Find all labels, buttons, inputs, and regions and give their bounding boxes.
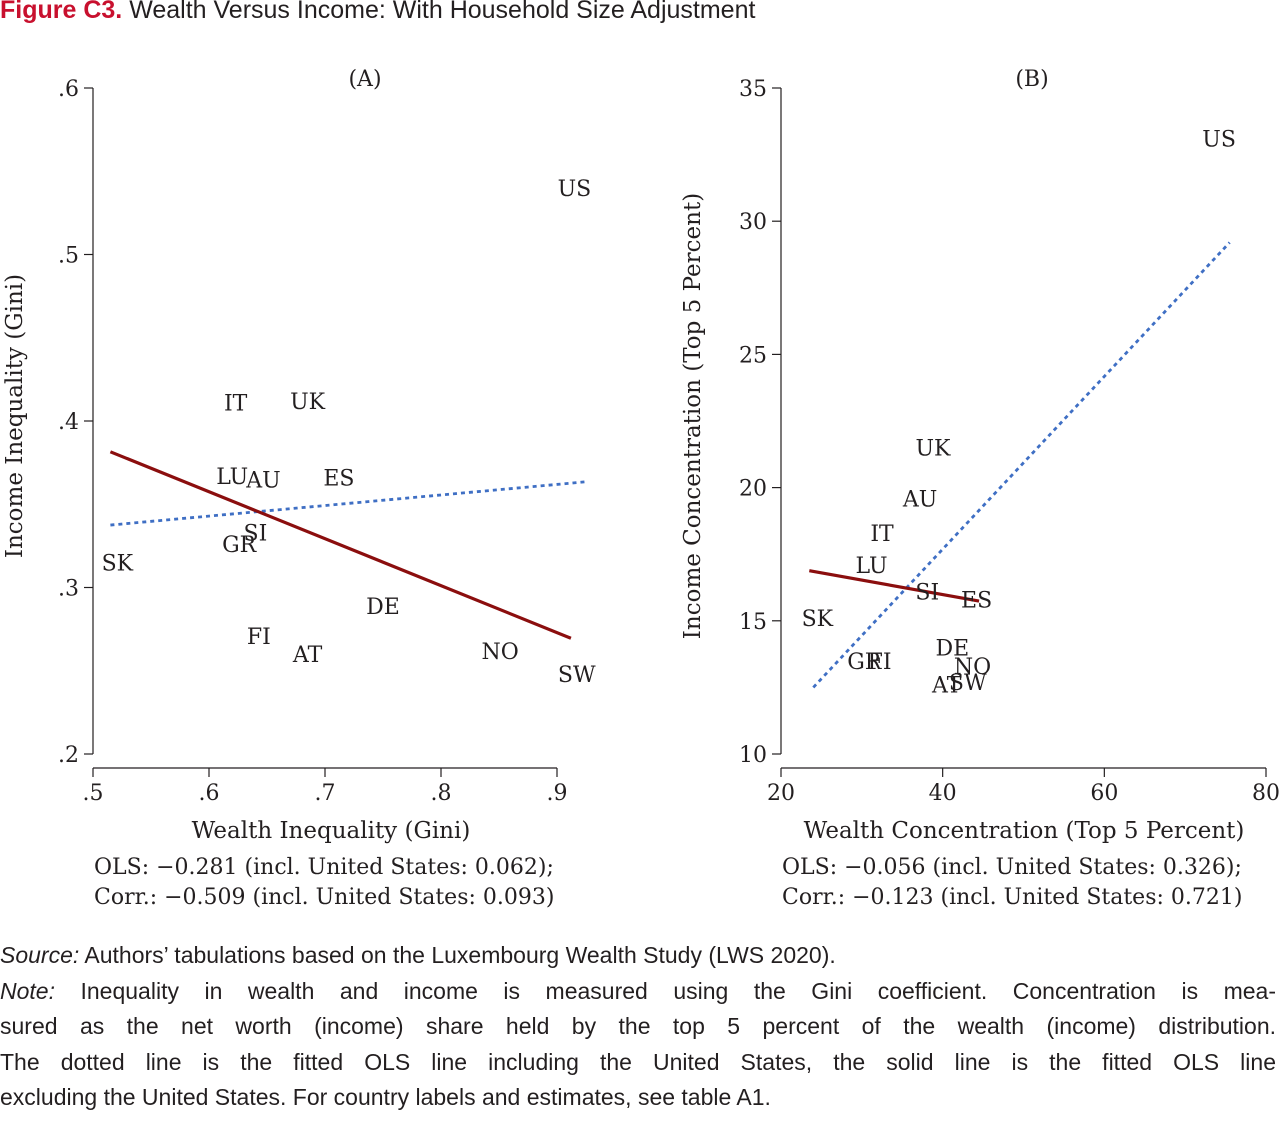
note-label: Note: (0, 977, 55, 1004)
note-line-4: excluding the United States. For country… (0, 1084, 771, 1110)
panel-a-point-sk: SK (102, 552, 134, 577)
panel-b-x-axis-title: Wealth Concentration (Top 5 Percent) (804, 818, 1245, 844)
panel-a-point-fi: FI (247, 625, 271, 650)
panel-b-y-tick-label: 30 (739, 210, 767, 235)
panel-a-x-tick-label: .8 (431, 781, 452, 806)
panel-b-x-tick-label: 60 (1090, 781, 1118, 806)
panel-b-point-uk: UK (915, 437, 951, 462)
panel-a-x-tick-label: .9 (547, 781, 568, 806)
panel-b-point-de: DE (936, 636, 970, 661)
panel-a-y-tick-label: .4 (58, 410, 79, 435)
panel-b-point-fi: FI (868, 650, 892, 675)
panel-b-y-tick-label: 25 (739, 343, 767, 368)
figure-title-text: Wealth Versus Income: With Household Siz… (129, 0, 756, 24)
panel-a-y-tick-label: .6 (58, 77, 79, 102)
panel-a-point-lu: LU (216, 465, 248, 490)
panel-b-point-us: US (1202, 128, 1236, 153)
panel-b-y-tick-label: 35 (739, 77, 767, 102)
figure-title: Figure C3. Wealth Versus Income: With Ho… (0, 0, 755, 25)
panel-a-x-axis-title: Wealth Inequality (Gini) (192, 818, 471, 844)
panel-a-point-au: AU (245, 468, 280, 493)
panel-b-point-no: NO (954, 655, 991, 680)
panel-b-ols-line-incl-us (812, 241, 1231, 689)
panel-a-x-tick-label: .7 (315, 781, 336, 806)
panel-b-x-tick-label: 40 (929, 781, 957, 806)
panel-b-y-axis-title: Income Concentration (Top 5 Percent) (680, 193, 706, 639)
panel-b-point-gr: GR (847, 650, 883, 675)
panel-a-x-tick-label: .5 (83, 781, 104, 806)
panel-a-point-gr: GR (222, 533, 258, 558)
panel-a-point-no: NO (482, 640, 519, 665)
note-line-3: The dotted line is the fitted OLS line i… (0, 1048, 1276, 1075)
panel-b-point-au: AU (902, 487, 937, 512)
panel-a-point-de: DE (366, 595, 400, 620)
panel-b-point-lu: LU (856, 554, 888, 579)
panel-a-point-si: SI (244, 522, 268, 547)
panel-a-point-it: IT (224, 392, 248, 417)
panel-a-y-tick-label: .2 (58, 743, 79, 768)
panel-b-point-si: SI (915, 580, 939, 605)
panel-b-stats-line-2: Corr.: −0.123 (incl. United States: 0.72… (782, 885, 1242, 910)
panel-a-ols-line-excl-us (109, 450, 572, 640)
panel-a-y-tick-label: .5 (58, 244, 79, 269)
panel-a-point-sw: SW (558, 663, 596, 688)
note-line-1: Note: Inequality in wealth and income is… (0, 974, 1276, 1010)
panel-b-point-at: AT (931, 674, 962, 699)
panel-b-point-sk: SK (802, 607, 834, 632)
panel-a-stats-line-2: Corr.: −0.509 (incl. United States: 0.09… (94, 885, 554, 910)
panel-b-point-sw: SW (949, 671, 987, 696)
source-line: Source: Authors’ tabulations based on th… (0, 938, 1276, 974)
figure-notes: Source: Authors’ tabulations based on th… (0, 938, 1276, 1116)
panel-b-x-tick-label: 20 (767, 781, 795, 806)
panel-b-point-it: IT (870, 522, 894, 547)
panel-b-y-tick-label: 10 (739, 743, 767, 768)
panel-a-point-uk: UK (290, 390, 326, 415)
panel-a-point-us: US (558, 177, 592, 202)
source-label: Source: (0, 942, 80, 968)
panel-b-point-es: ES (961, 588, 992, 613)
panel-a-stats-line-1: OLS: −0.281 (incl. United States: 0.062)… (94, 855, 554, 880)
source-text: Authors’ tabulations based on the Luxemb… (79, 942, 836, 968)
figure-label: Figure C3. (0, 0, 123, 24)
panel-b-y-tick-label: 20 (739, 477, 767, 502)
panel-b-stats-line-1: OLS: −0.056 (incl. United States: 0.326)… (782, 855, 1242, 880)
panel-b-y-tick-label: 15 (739, 610, 767, 635)
note-line-2: sured as the net worth (income) share he… (0, 1013, 1276, 1039)
panel-b-ols-line-excl-us (809, 569, 980, 603)
panel-b-x-tick-label: 80 (1252, 781, 1280, 806)
panel-a-y-axis-title: Income Inequality (Gini) (2, 274, 28, 558)
panel-a-x-tick-label: .6 (199, 781, 220, 806)
panel-a-point-es: ES (323, 467, 354, 492)
panel-b-title: (B) (1015, 67, 1048, 92)
charts-area: (A) .2 .3 .4 .5 .6 .5 .6 .7 .8 .9 Wealth Inequality… (2, 67, 1280, 910)
panel-a-title: (A) (348, 67, 381, 92)
panel-a-y-tick-label: .3 (58, 577, 79, 602)
panel-a-point-at: AT (292, 643, 323, 668)
note-text-1: Inequality in wealth and income is measu… (54, 977, 1276, 1004)
